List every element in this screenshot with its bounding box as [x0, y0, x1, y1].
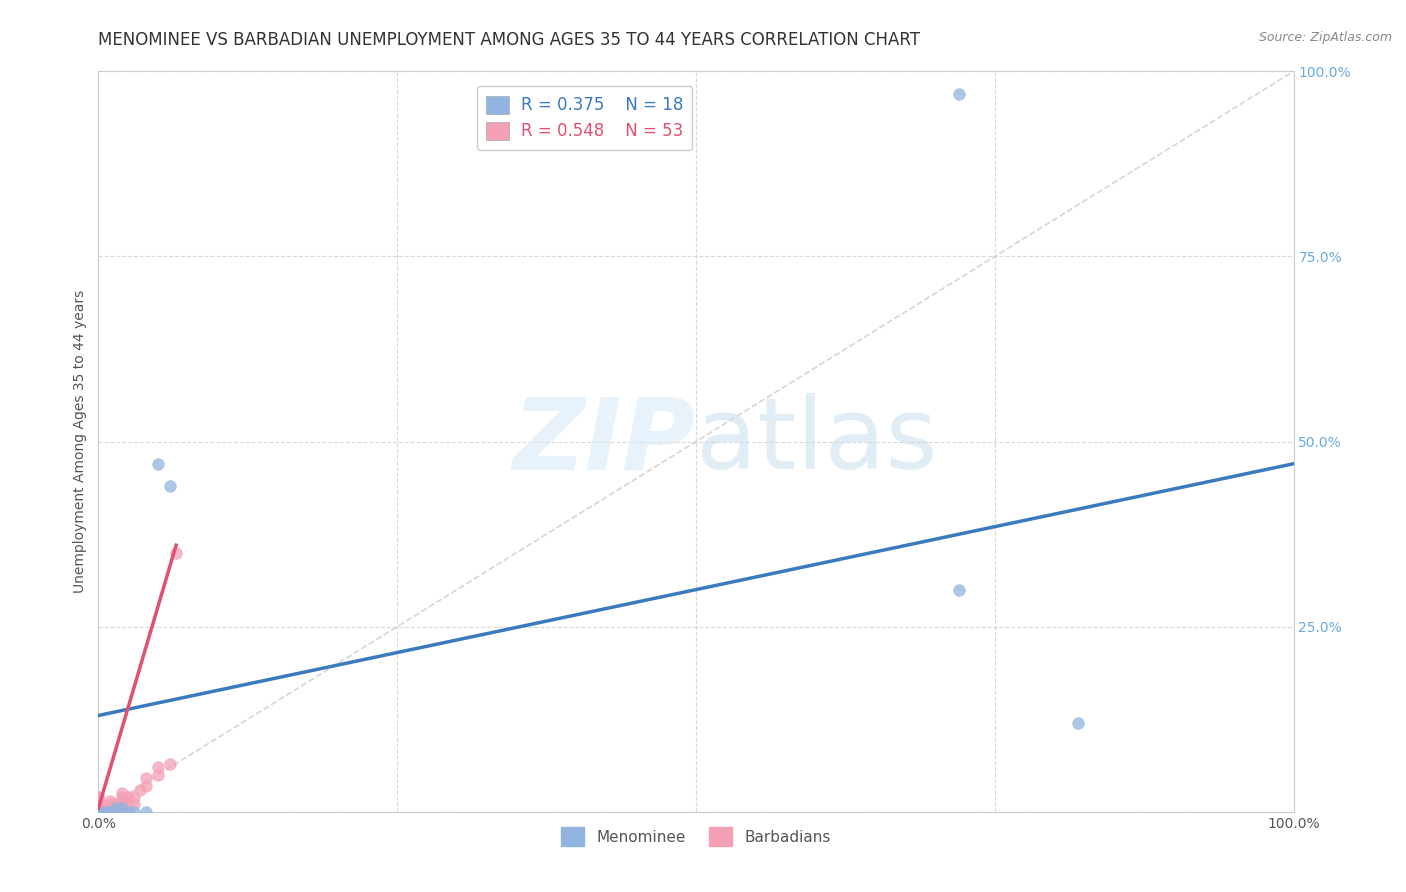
Point [111, 797, 134, 812]
Point [948, 87, 970, 101]
Point [111, 801, 134, 815]
Point [135, 805, 157, 819]
Point [948, 582, 970, 597]
Point [87, 805, 110, 819]
Point [124, 797, 146, 812]
Point [111, 801, 134, 815]
Point [87, 805, 110, 819]
Point [87, 805, 110, 819]
Point [98, 797, 122, 812]
Point [87, 805, 110, 819]
Text: Source: ZipAtlas.com: Source: ZipAtlas.com [1258, 31, 1392, 45]
Point [105, 805, 128, 819]
Point [87, 805, 110, 819]
Point [87, 801, 110, 815]
Point [87, 805, 110, 819]
Point [129, 782, 152, 797]
Point [111, 794, 134, 808]
Point [87, 794, 110, 808]
Point [87, 805, 110, 819]
Point [87, 797, 110, 812]
Point [93, 805, 115, 819]
Point [159, 479, 181, 493]
Point [98, 794, 122, 808]
Point [117, 805, 139, 819]
Point [117, 789, 139, 804]
Point [87, 805, 110, 819]
Point [98, 801, 122, 815]
Point [111, 786, 134, 800]
Point [87, 805, 110, 819]
Point [87, 805, 110, 819]
Text: MENOMINEE VS BARBADIAN UNEMPLOYMENT AMONG AGES 35 TO 44 YEARS CORRELATION CHART: MENOMINEE VS BARBADIAN UNEMPLOYMENT AMON… [98, 31, 921, 49]
Point [98, 805, 122, 819]
Legend: Menominee, Barbadians: Menominee, Barbadians [555, 822, 837, 852]
Point [87, 797, 110, 812]
Point [87, 805, 110, 819]
Point [135, 779, 157, 793]
Point [87, 805, 110, 819]
Point [87, 805, 110, 819]
Point [135, 772, 157, 786]
Point [87, 805, 110, 819]
Point [87, 805, 110, 819]
Point [93, 805, 115, 819]
Point [87, 805, 110, 819]
Point [111, 789, 134, 804]
Point [87, 805, 110, 819]
Point [87, 805, 110, 819]
Text: ZIP: ZIP [513, 393, 696, 490]
Point [98, 801, 122, 815]
Point [148, 760, 170, 774]
Point [87, 789, 110, 804]
Point [87, 789, 110, 804]
Point [148, 457, 170, 471]
Point [97, 805, 120, 819]
Point [87, 801, 110, 815]
Point [124, 805, 146, 819]
Text: atlas: atlas [696, 393, 938, 490]
Point [87, 805, 110, 819]
Point [87, 794, 110, 808]
Point [87, 797, 110, 812]
Point [87, 805, 110, 819]
Point [105, 801, 128, 815]
Point [97, 805, 120, 819]
Point [165, 546, 187, 560]
Point [159, 756, 181, 771]
Point [105, 797, 128, 812]
Point [87, 805, 110, 819]
Point [1067, 715, 1090, 730]
Point [87, 805, 110, 819]
Y-axis label: Unemployment Among Ages 35 to 44 years: Unemployment Among Ages 35 to 44 years [73, 290, 87, 593]
Point [124, 789, 146, 804]
Point [87, 805, 110, 819]
Point [117, 797, 139, 812]
Point [87, 805, 110, 819]
Point [87, 805, 110, 819]
Point [148, 767, 170, 781]
